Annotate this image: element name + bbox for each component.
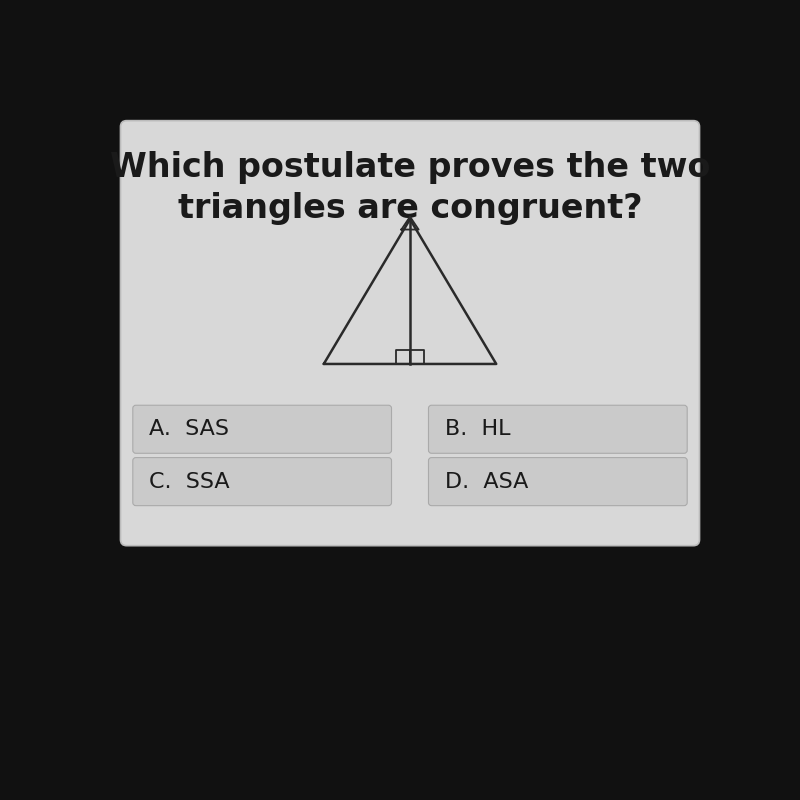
- Text: C.  SSA: C. SSA: [150, 472, 230, 492]
- FancyBboxPatch shape: [121, 121, 699, 546]
- Text: A.  SAS: A. SAS: [150, 419, 230, 439]
- Text: Which postulate proves the two
triangles are congruent?: Which postulate proves the two triangles…: [110, 151, 710, 226]
- FancyBboxPatch shape: [133, 406, 391, 454]
- Text: B.  HL: B. HL: [445, 419, 510, 439]
- Text: D.  ASA: D. ASA: [445, 472, 529, 492]
- FancyBboxPatch shape: [429, 458, 687, 506]
- FancyBboxPatch shape: [429, 406, 687, 454]
- FancyBboxPatch shape: [133, 458, 391, 506]
